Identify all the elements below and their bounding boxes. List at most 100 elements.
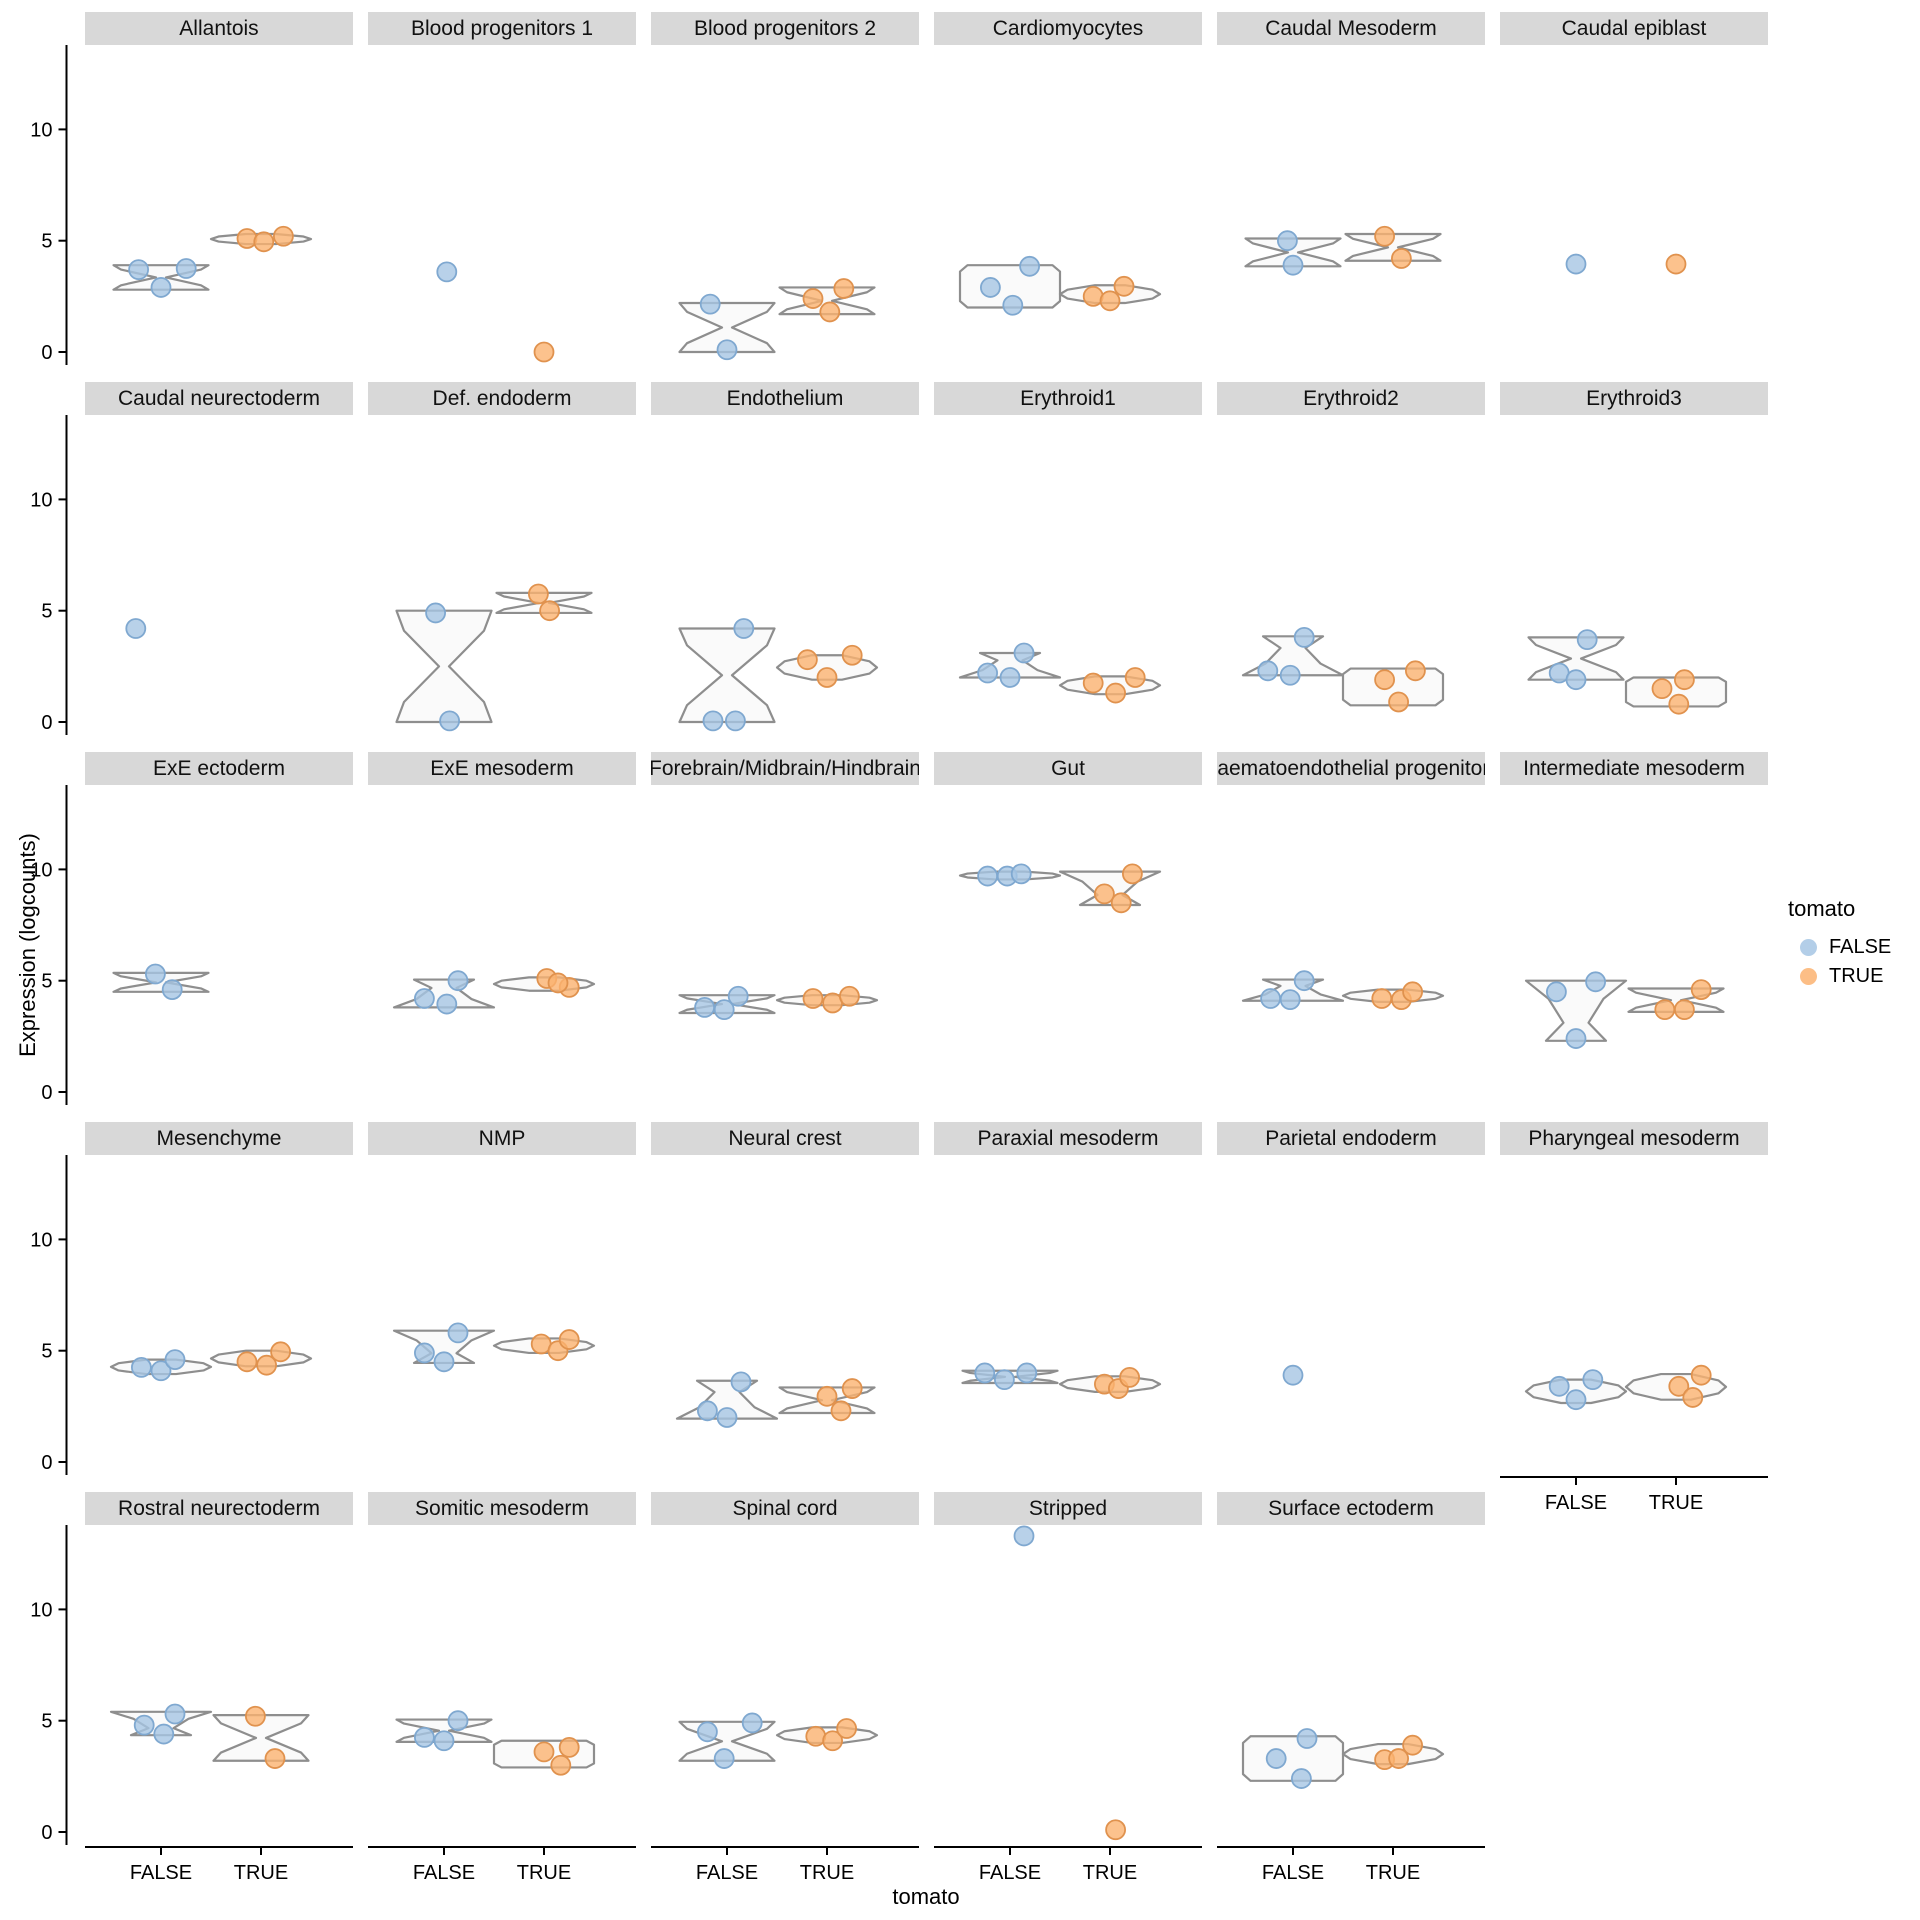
- data-point-true: [1388, 1748, 1409, 1769]
- facet-strip-erythroid2: Erythroid2: [1217, 382, 1485, 415]
- y-axis-title: Expression (logcounts): [15, 833, 40, 1057]
- facet-strip-caudal-epiblast: Caudal epiblast: [1500, 12, 1768, 45]
- data-point-false: [1019, 255, 1040, 277]
- data-point-false: [1279, 989, 1301, 1011]
- data-point-true: [1651, 678, 1673, 700]
- data-point-true: [1374, 225, 1395, 247]
- y-tick-label: 0: [41, 342, 52, 364]
- data-point-false: [433, 1730, 455, 1752]
- facet-strip-exe-ectoderm: ExE ectoderm: [85, 752, 353, 785]
- y-tick-label: 10: [30, 859, 52, 881]
- facet-strip-blood-progenitors-1: Blood progenitors 1: [368, 12, 636, 45]
- data-point-false: [1565, 1028, 1587, 1049]
- data-point-true: [1113, 275, 1135, 297]
- data-point-true: [816, 667, 838, 688]
- facet-strip-label: Endothelium: [726, 386, 844, 410]
- facet-strip-parietal-endoderm: Parietal endoderm: [1217, 1122, 1485, 1155]
- y-axis-row-2: 0 5 10: [30, 415, 68, 735]
- facet-strip-label: ExE ectoderm: [153, 756, 285, 780]
- facet-strip-surface-ectoderm: Surface ectoderm: [1217, 1492, 1485, 1525]
- data-point-false: [125, 618, 147, 639]
- x-tick-label: TRUE: [1083, 1862, 1137, 1884]
- data-point-false: [716, 1407, 738, 1428]
- facet-panel-exe-mesoderm: [392, 968, 596, 1015]
- facet-strip-forebrain-midbrain-hindbrain: Forebrain/Midbrain/Hindbrain: [651, 752, 919, 785]
- data-point-false: [999, 667, 1021, 688]
- facet-strip-stripped: Stripped: [934, 1492, 1202, 1525]
- data-point-true: [816, 1385, 838, 1407]
- facet-strip-label: Pharyngeal mesoderm: [1528, 1126, 1740, 1150]
- data-point-true: [1110, 892, 1132, 914]
- data-point-false: [161, 979, 183, 1001]
- data-point-false: [175, 258, 197, 279]
- facet-strip-label: Surface ectoderm: [1268, 1496, 1434, 1520]
- x-tick-label: TRUE: [517, 1862, 571, 1884]
- x-tick-label: TRUE: [800, 1862, 854, 1884]
- facet-panel-endothelium: [678, 618, 879, 732]
- data-point-true: [236, 228, 258, 249]
- data-point-false: [1565, 669, 1587, 691]
- data-point-false: [713, 1748, 735, 1769]
- facet-panel-erythroid1: [958, 642, 1162, 704]
- x-axis-rostral-neurectoderm: FALSE TRUE: [85, 1846, 353, 1884]
- facet-strip-label: Allantois: [179, 16, 259, 40]
- data-point-false: [974, 1362, 996, 1384]
- facet-strip-label: Stripped: [1028, 1496, 1108, 1520]
- facet-strip-label: Mesenchyme: [156, 1126, 282, 1150]
- facet-strip-label: Somitic mesoderm: [415, 1496, 589, 1520]
- data-point-true: [539, 600, 560, 622]
- facet-panel-paraxial-mesoderm: [961, 1362, 1162, 1399]
- facet-panel-parietal-endoderm: [1282, 1364, 1304, 1386]
- violin-true: [1344, 232, 1442, 262]
- x-tick-label: TRUE: [234, 1862, 288, 1884]
- data-point-false: [994, 1369, 1015, 1391]
- data-point-false: [1016, 1362, 1038, 1384]
- facet-panel-caudal-neurectoderm: [125, 618, 147, 639]
- data-point-true: [256, 1354, 278, 1376]
- data-point-false: [1293, 970, 1315, 992]
- x-tick-label: TRUE: [1649, 1492, 1703, 1514]
- facet-panel-blood-progenitors-1: [436, 261, 555, 363]
- true-point-icon: [1800, 968, 1817, 985]
- x-tick-label: TRUE: [1366, 1862, 1420, 1884]
- facet-strip-label: Spinal cord: [732, 1496, 838, 1520]
- violin-false: [1241, 1735, 1345, 1782]
- data-point-false: [1265, 1748, 1287, 1769]
- data-point-false: [128, 259, 150, 281]
- legend-title: tomato: [1788, 896, 1856, 921]
- facet-strip-cardiomyocytes: Cardiomyocytes: [934, 12, 1202, 45]
- data-point-false: [741, 1712, 763, 1734]
- data-point-true: [1668, 693, 1690, 715]
- facet-strip-label: Cardiomyocytes: [992, 16, 1144, 40]
- data-point-true: [272, 225, 294, 247]
- data-point-false: [1282, 1364, 1304, 1386]
- data-point-false: [1010, 863, 1032, 885]
- facet-strip-erythroid1: Erythroid1: [934, 382, 1202, 415]
- data-point-true: [1668, 1375, 1690, 1397]
- facet-panel-def-endoderm: [395, 583, 593, 732]
- data-point-true: [1682, 1387, 1704, 1408]
- data-point-false: [694, 997, 715, 1018]
- data-point-true: [819, 301, 841, 323]
- facet-panel-pharyngeal-mesoderm: [1524, 1364, 1728, 1411]
- data-point-false: [1296, 1728, 1318, 1749]
- facet-strip-caudal-neurectoderm: Caudal neurectoderm: [85, 382, 353, 415]
- facet-strip-label: Blood progenitors 2: [693, 16, 877, 40]
- data-point-false: [977, 662, 998, 684]
- data-point-false: [413, 1726, 435, 1748]
- facet-strip-haematoendothelial-progenitors: Haematoendothelial progenitors: [1217, 752, 1485, 785]
- y-tick-label: 5: [41, 971, 52, 993]
- data-point-true: [547, 972, 569, 994]
- data-point-true: [841, 1378, 863, 1399]
- data-point-true: [1665, 253, 1687, 275]
- x-tick-label: FALSE: [1262, 1862, 1324, 1884]
- data-point-false: [164, 1349, 186, 1371]
- facet-panel-cardiomyocytes: [958, 255, 1162, 316]
- data-point-false: [436, 261, 458, 283]
- facet-panel-caudal-mesoderm: [1244, 225, 1442, 276]
- data-point-true: [1391, 248, 1412, 269]
- legend: tomato FALSE TRUE: [1788, 896, 1891, 994]
- facet-strip-allantois: Allantois: [85, 12, 353, 45]
- x-axis-title: tomato: [892, 1884, 960, 1909]
- facet-panel-caudal-epiblast: [1565, 253, 1687, 275]
